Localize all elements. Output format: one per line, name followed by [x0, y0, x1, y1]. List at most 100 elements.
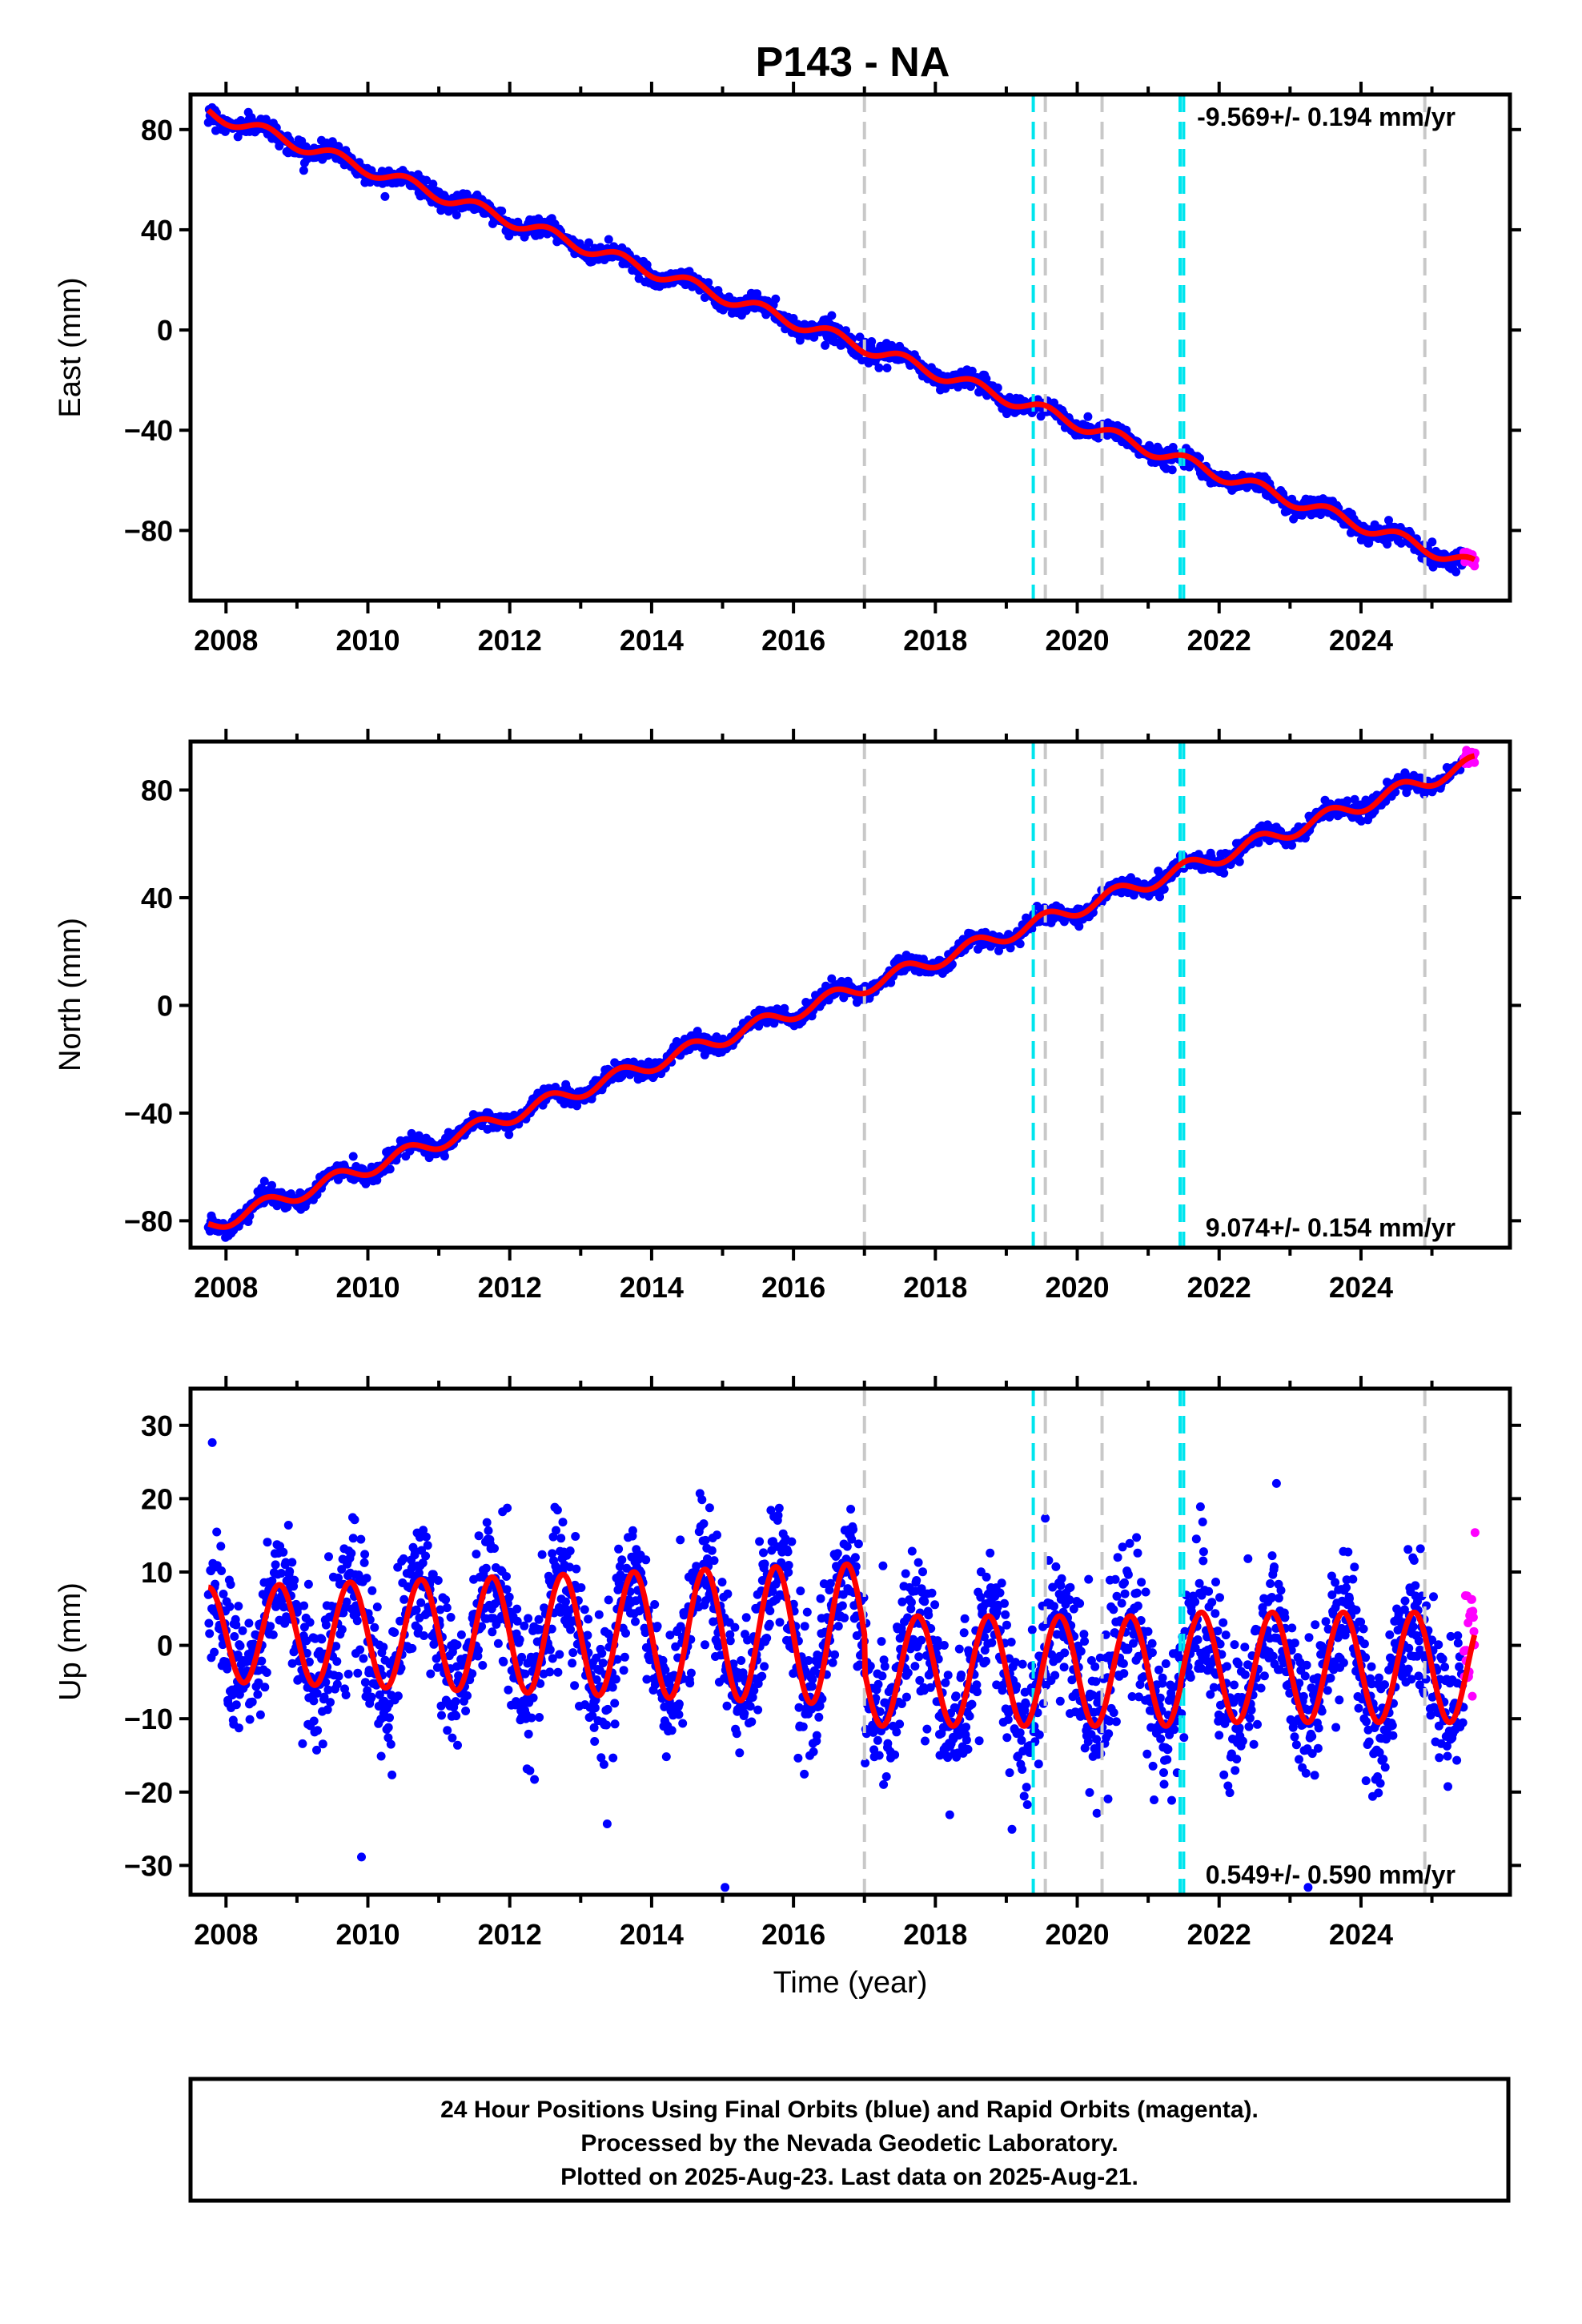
- up-final-orbit-point: [590, 1737, 600, 1746]
- up-final-orbit-point: [722, 1701, 732, 1711]
- east-final-orbit-point: [299, 166, 308, 175]
- up-final-orbit-point: [210, 1647, 219, 1657]
- east-final-orbit-point: [584, 238, 593, 247]
- up-final-orbit-point: [255, 1710, 265, 1719]
- east-x-tick-label: 2018: [903, 624, 967, 657]
- up-final-orbit-point: [317, 1634, 327, 1644]
- up-final-orbit-point: [571, 1532, 580, 1541]
- north-y-tick-label: 0: [157, 989, 173, 1022]
- up-final-orbit-point: [840, 1613, 849, 1622]
- up-final-orbit-point: [399, 1554, 408, 1563]
- east-final-orbit-point: [261, 115, 271, 124]
- north-x-tick-label: 2014: [620, 1271, 684, 1304]
- up-final-orbit-point: [379, 1642, 388, 1652]
- up-final-orbit-point: [360, 1678, 370, 1687]
- up-final-orbit-point: [602, 1720, 611, 1730]
- up-final-orbit-point: [452, 1640, 462, 1650]
- up-final-orbit-point: [816, 1594, 825, 1603]
- up-final-orbit-point: [737, 1656, 746, 1665]
- up-final-orbit-point: [234, 1602, 243, 1611]
- up-final-orbit-point: [812, 1731, 821, 1740]
- up-final-orbit-point: [490, 1544, 499, 1553]
- north-x-tick-label: 2022: [1187, 1271, 1251, 1304]
- up-final-orbit-point: [745, 1702, 755, 1711]
- up-final-orbit-point: [482, 1518, 492, 1527]
- up-final-orbit-point: [219, 1590, 228, 1598]
- up-final-orbit-point: [472, 1550, 481, 1559]
- up-final-orbit-point: [705, 1503, 714, 1513]
- up-final-orbit-point: [463, 1691, 472, 1700]
- east-final-orbit-point: [1083, 412, 1093, 421]
- up-final-orbit-point: [610, 1699, 620, 1708]
- up-final-orbit-point: [309, 1696, 319, 1706]
- up-final-orbit-point: [312, 1745, 321, 1755]
- east-final-orbit-point: [771, 294, 781, 304]
- up-final-orbit-point: [442, 1603, 452, 1613]
- east-y-tick-label: 80: [141, 114, 173, 147]
- east-x-tick-label: 2022: [1187, 624, 1251, 657]
- up-final-orbit-point: [537, 1550, 547, 1559]
- up-final-orbit-point: [814, 1712, 824, 1722]
- up-final-orbit-point: [534, 1614, 544, 1624]
- up-final-orbit-point: [608, 1753, 618, 1763]
- up-final-orbit-point: [502, 1585, 512, 1594]
- east-final-orbit-point: [1452, 567, 1461, 577]
- up-final-orbit-point: [699, 1519, 709, 1529]
- up-final-orbit-point: [433, 1576, 443, 1585]
- north-y-tick-label: 80: [141, 774, 173, 807]
- up-final-orbit-point: [347, 1549, 356, 1558]
- up-final-orbit-point: [553, 1667, 563, 1677]
- up-final-orbit-point: [709, 1556, 719, 1566]
- up-final-orbit-point: [386, 1739, 396, 1749]
- up-final-orbit-point: [481, 1563, 491, 1573]
- up-final-orbit-point: [234, 1723, 243, 1733]
- up-final-orbit-point: [390, 1628, 400, 1637]
- up-final-orbit-point: [350, 1515, 359, 1525]
- up-final-orbit-point: [367, 1586, 377, 1595]
- up-final-orbit-point: [833, 1549, 842, 1558]
- up-final-orbit-point: [628, 1526, 637, 1535]
- east-final-orbit-point: [452, 211, 461, 219]
- up-final-orbit-point: [686, 1668, 696, 1678]
- up-final-orbit-point: [205, 1629, 215, 1638]
- up-final-orbit-point: [226, 1580, 235, 1589]
- up-final-orbit-point: [217, 1566, 227, 1575]
- up-final-orbit-point: [515, 1635, 524, 1644]
- up-final-orbit-point: [244, 1618, 254, 1628]
- up-final-orbit-point: [880, 1662, 889, 1671]
- up-final-orbit-point: [849, 1525, 858, 1534]
- up-final-orbit-point: [707, 1546, 717, 1555]
- up-final-orbit-point: [383, 1723, 393, 1732]
- up-final-orbit-point: [565, 1546, 575, 1556]
- up-final-orbit-point: [676, 1535, 685, 1545]
- up-final-orbit-point: [474, 1531, 484, 1541]
- up-final-orbit-point: [652, 1622, 662, 1631]
- up-final-orbit-point: [348, 1534, 358, 1543]
- up-final-orbit-point: [370, 1622, 379, 1632]
- up-final-orbit-point: [599, 1759, 608, 1769]
- up-final-orbit-point: [765, 1619, 774, 1629]
- up-final-orbit-point: [512, 1604, 522, 1614]
- east-final-orbit-point: [1427, 537, 1437, 547]
- east-x-tick-label: 2024: [1329, 624, 1393, 657]
- up-final-orbit-point: [393, 1691, 403, 1701]
- up-final-orbit-point: [437, 1711, 446, 1720]
- up-final-orbit-point: [873, 1735, 882, 1745]
- up-final-orbit-point: [747, 1717, 757, 1727]
- east-final-orbit-point: [882, 364, 892, 372]
- up-final-orbit-point: [828, 1658, 837, 1667]
- east-final-orbit-point: [993, 383, 1002, 392]
- up-final-orbit-point: [878, 1561, 888, 1570]
- up-final-orbit-point: [678, 1719, 688, 1728]
- up-final-orbit-point: [326, 1698, 335, 1707]
- up-final-orbit-point: [303, 1579, 313, 1589]
- up-final-orbit-point: [321, 1620, 331, 1630]
- up-final-orbit-point: [735, 1748, 745, 1758]
- up-final-orbit-point: [717, 1578, 727, 1587]
- up-final-orbit-point: [484, 1526, 493, 1535]
- east-final-orbit-point: [1167, 465, 1177, 475]
- up-final-orbit-point: [621, 1628, 630, 1638]
- up-final-orbit-point: [305, 1618, 315, 1627]
